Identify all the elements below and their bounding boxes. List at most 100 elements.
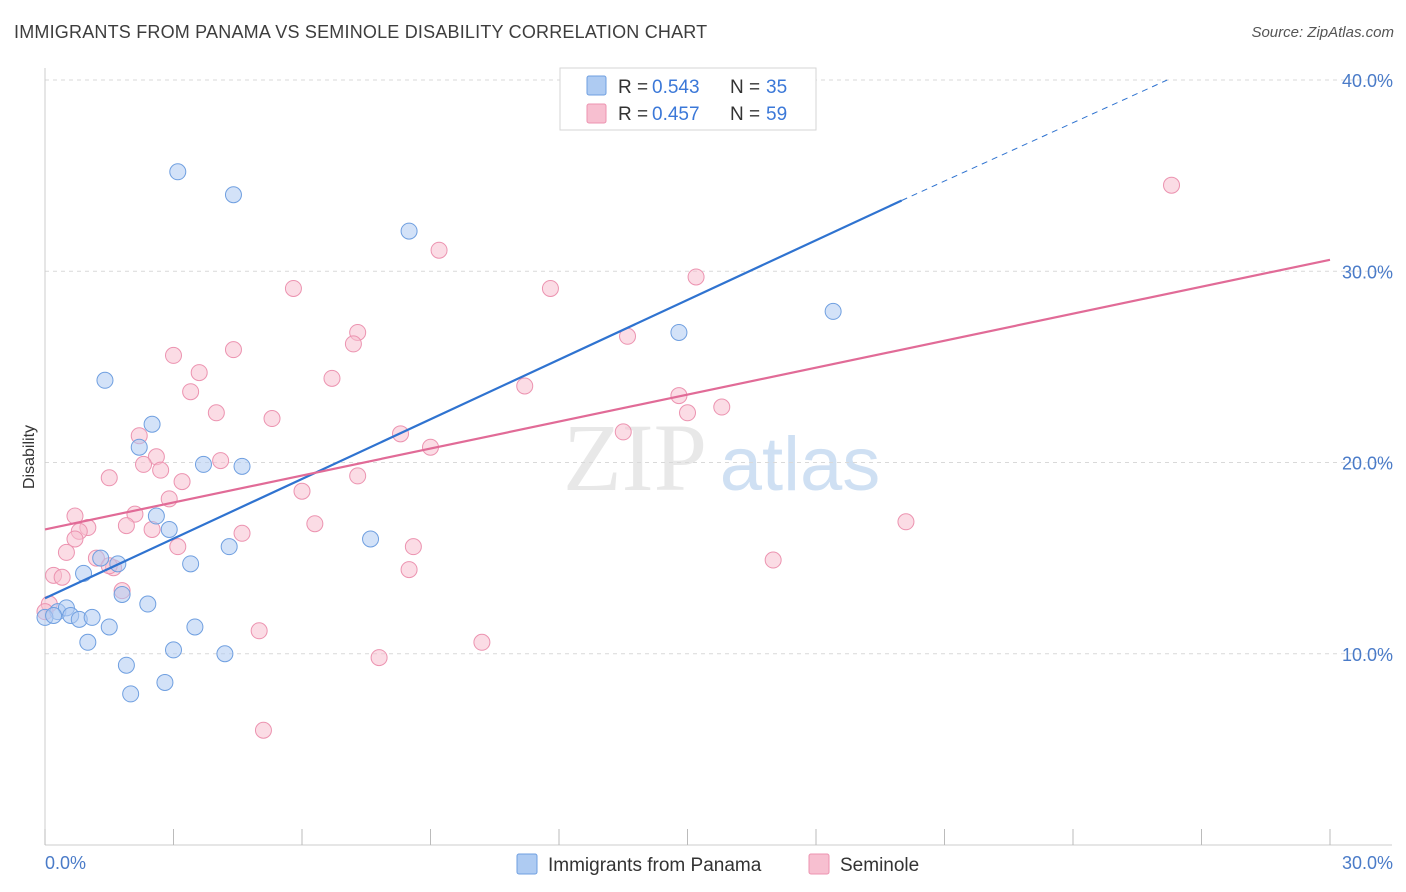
panama-point <box>233 457 251 475</box>
seminole-point <box>370 649 388 667</box>
correlation-legend: R = 0.543 N = 35 R = 0.457 N = 59 <box>559 67 817 131</box>
seminole-point <box>135 455 153 473</box>
panama-point <box>96 371 114 389</box>
seminole-point <box>400 561 418 579</box>
panama-trend-extension <box>901 79 1168 201</box>
seminole-point <box>1163 176 1181 194</box>
bottom-legend-label-seminole: Seminole <box>840 855 919 876</box>
panama-point <box>220 538 238 556</box>
seminole-points <box>36 176 1181 739</box>
panama-point <box>362 530 380 548</box>
trend-lines <box>44 79 1331 600</box>
seminole-point <box>190 364 208 382</box>
seminole-point <box>212 452 230 470</box>
seminole-point <box>541 279 559 297</box>
x-tick-label: 30.0% <box>1342 853 1393 873</box>
seminole-point <box>473 633 491 651</box>
panama-point <box>824 302 842 320</box>
legend-swatch-panama <box>586 75 607 96</box>
seminole-point <box>224 341 242 359</box>
seminole-point <box>169 538 187 556</box>
x-tick-label: 0.0% <box>45 853 86 873</box>
panama-point <box>139 595 157 613</box>
panama-point <box>224 186 242 204</box>
bottom-legend-swatch-seminole <box>808 853 830 875</box>
bottom-legend-label-panama: Immigrants from Panama <box>548 855 762 876</box>
y-tick-label: 30.0% <box>1342 262 1393 282</box>
seminole-point <box>614 423 632 441</box>
y-tick-label: 10.0% <box>1342 645 1393 665</box>
chart-title: IMMIGRANTS FROM PANAMA VS SEMINOLE DISAB… <box>14 22 708 42</box>
watermark: ZIP atlas <box>563 404 880 511</box>
seminole-point <box>349 467 367 485</box>
panama-point <box>130 438 148 456</box>
panama-point <box>117 656 135 674</box>
seminole-point <box>250 622 268 640</box>
panama-point <box>186 618 204 636</box>
panama-point <box>143 415 161 433</box>
seminole-point <box>516 377 534 395</box>
seminole-point <box>117 517 135 535</box>
seminole-point <box>100 469 118 487</box>
panama-point <box>165 641 182 659</box>
seminole-point <box>284 279 302 297</box>
legend-n-label-seminole: N = <box>730 104 760 125</box>
chart-source: Source: ZipAtlas.com <box>1251 24 1394 41</box>
legend-n-label-panama: N = <box>730 77 760 98</box>
seminole-point <box>679 404 696 422</box>
seminole-point <box>430 241 448 259</box>
panama-point <box>45 607 63 624</box>
legend-swatch-seminole <box>586 103 607 124</box>
x-tick-labels: 0.0% 30.0% <box>45 853 1393 873</box>
panama-point <box>147 507 165 525</box>
legend-n-value-panama: 35 <box>766 77 787 98</box>
seminole-point <box>687 268 705 286</box>
y-tick-labels: 10.0% 20.0% 30.0% 40.0% <box>1342 71 1393 665</box>
seminole-point <box>165 346 182 364</box>
seminole-point <box>404 538 422 556</box>
seminole-point <box>713 398 731 416</box>
seminole-point <box>66 530 84 548</box>
panama-trend-line <box>44 199 903 600</box>
panama-point <box>75 564 93 582</box>
y-tick-label: 40.0% <box>1342 71 1393 91</box>
panama-point <box>79 633 97 651</box>
seminole-point <box>173 473 191 491</box>
seminole-point <box>293 482 311 500</box>
axes <box>44 68 1392 846</box>
panama-point <box>100 618 118 636</box>
seminole-point <box>182 383 200 401</box>
panama-point <box>400 222 418 240</box>
seminole-point <box>323 369 341 387</box>
legend-r-label-panama: R = <box>618 77 648 98</box>
panama-point <box>169 163 187 181</box>
seminole-point <box>306 515 324 533</box>
seminole-point <box>897 513 915 531</box>
watermark-zip: ZIP <box>563 404 707 511</box>
seminole-point <box>57 543 75 561</box>
seminole-trend-line <box>44 258 1331 531</box>
legend-n-value-seminole: 59 <box>766 104 787 125</box>
y-tick-label: 20.0% <box>1342 454 1393 474</box>
seminole-point <box>344 335 362 353</box>
seminole-point <box>764 551 782 569</box>
y-axis-title: Disability <box>21 425 38 489</box>
panama-point <box>83 608 101 626</box>
watermark-atlas: atlas <box>720 422 881 507</box>
seminole-point <box>263 410 281 428</box>
bottom-legend-swatch-panama <box>516 853 538 875</box>
gridlines <box>45 79 1392 655</box>
seminole-point <box>53 568 71 586</box>
seminole-point <box>207 404 225 422</box>
panama-point <box>122 685 140 703</box>
panama-point <box>113 585 131 603</box>
legend-r-label-seminole: R = <box>618 104 648 125</box>
legend-r-value-panama: 0.543 <box>652 77 700 98</box>
legend-r-value-seminole: 0.457 <box>652 104 700 125</box>
seminole-point <box>152 461 170 479</box>
panama-point <box>670 323 688 341</box>
panama-point <box>156 673 174 691</box>
panama-point <box>216 645 234 663</box>
panama-point <box>160 520 178 538</box>
